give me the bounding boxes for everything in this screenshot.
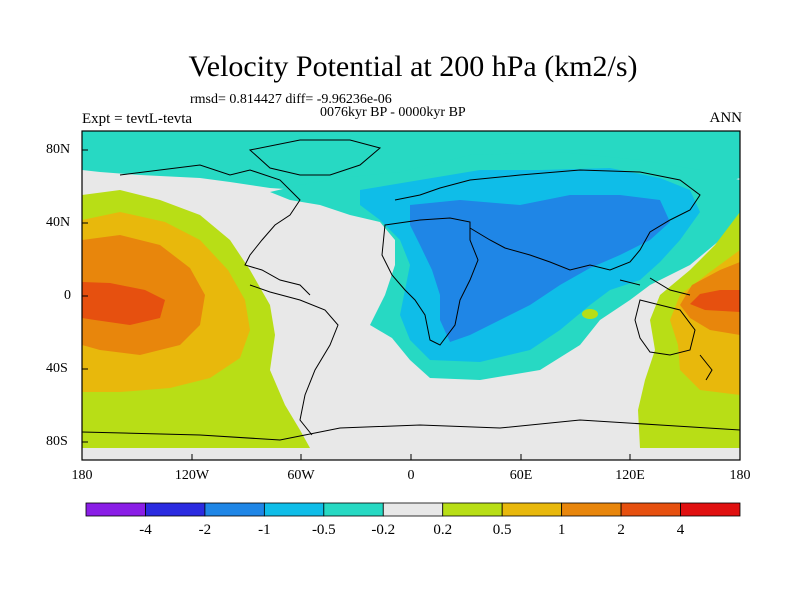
lat-tick-label: 80S bbox=[46, 434, 68, 449]
contour-fill bbox=[690, 290, 740, 312]
colorbar-box bbox=[382, 502, 444, 517]
colorbar-box bbox=[561, 502, 622, 517]
lat-tick-label: 0 bbox=[64, 288, 71, 303]
lat-tick-label: 40N bbox=[46, 215, 71, 230]
lon-tick-label: 120W bbox=[174, 468, 210, 483]
stats-line: rmsd= 0.814427 diff= -9.96236e-06 bbox=[190, 92, 392, 107]
colorbar-label: 4 bbox=[676, 522, 685, 538]
colorbar-label: 0.2 bbox=[433, 522, 453, 538]
colorbar-label: 0.5 bbox=[492, 522, 512, 538]
lon-tick-label: 180 bbox=[729, 468, 751, 483]
colorbar-label: -4 bbox=[139, 522, 152, 538]
lat-tick-label: 40S bbox=[46, 361, 68, 376]
colorbar-label: -2 bbox=[198, 522, 212, 538]
colorbar-label: -0.2 bbox=[371, 522, 396, 538]
colorbar bbox=[85, 502, 741, 517]
colorbar-label: 1 bbox=[557, 522, 566, 538]
contour-fill bbox=[410, 195, 670, 342]
colorbar-label: 2 bbox=[617, 522, 625, 538]
colorbar-label: -1 bbox=[258, 522, 271, 538]
map-field bbox=[82, 131, 740, 460]
lon-tick-label: 60W bbox=[287, 468, 315, 483]
lon-tick-label: 0 bbox=[407, 468, 415, 483]
coastlines bbox=[82, 139, 740, 441]
lon-tick-label: 180 bbox=[71, 468, 93, 483]
colorbar-box bbox=[204, 502, 265, 517]
contour-fill bbox=[82, 131, 740, 190]
colorbar-box bbox=[680, 502, 741, 517]
experiment-label: Expt = tevtL-tevta bbox=[82, 111, 193, 127]
colorbar-box bbox=[442, 502, 503, 517]
colorbar-box bbox=[145, 502, 206, 517]
lat-tick-label: 80N bbox=[46, 142, 71, 157]
colorbar-box bbox=[85, 502, 146, 517]
colorbar-box bbox=[263, 502, 325, 517]
axis-ticks bbox=[81, 149, 741, 460]
colorbar-box bbox=[620, 502, 681, 517]
colorbar-label: -0.5 bbox=[311, 522, 336, 538]
lon-tick-label: 60E bbox=[509, 468, 533, 483]
colorbar-box bbox=[501, 502, 563, 517]
season-label: ANN bbox=[709, 110, 743, 126]
contour-fill bbox=[82, 282, 165, 325]
lon-tick-label: 120E bbox=[615, 468, 645, 483]
colorbar-box bbox=[323, 502, 384, 517]
map-title: Velocity Potential at 200 hPa (km2/s) bbox=[188, 50, 638, 83]
contour-fill bbox=[582, 309, 598, 319]
period-line: 0076kyr BP - 0000kyr BP bbox=[320, 105, 466, 120]
